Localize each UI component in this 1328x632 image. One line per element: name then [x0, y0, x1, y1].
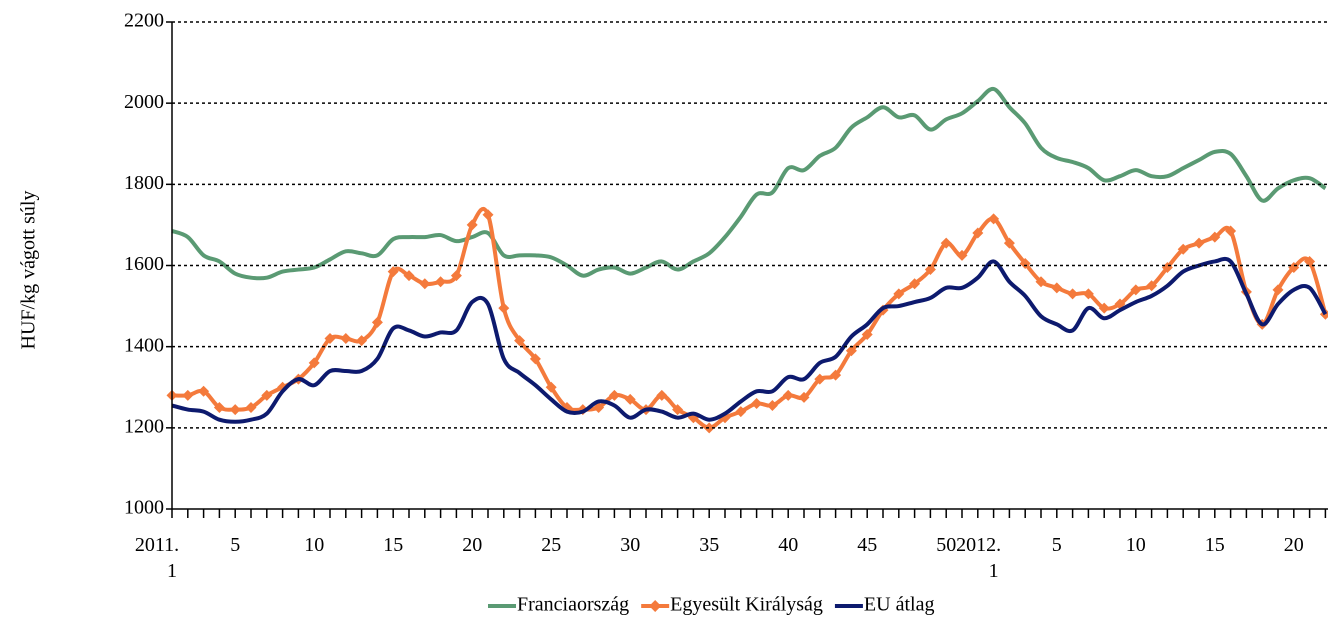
point-marker	[1304, 255, 1316, 267]
point-marker	[814, 373, 826, 385]
point-marker	[498, 302, 510, 314]
point-marker	[893, 288, 905, 300]
x-tick-label: 30	[620, 534, 640, 556]
y-axis-label: HUF/kg vágott súly	[18, 191, 40, 350]
point-marker	[229, 404, 241, 416]
legend-label: Franciaország	[517, 594, 629, 616]
point-marker	[751, 397, 763, 409]
point-marker	[940, 237, 952, 249]
y-tick-label: 1600	[124, 253, 164, 275]
point-marker	[909, 278, 921, 290]
legend-label: Egyesült Királyság	[670, 594, 823, 616]
point-marker	[798, 391, 810, 403]
point-marker	[308, 357, 320, 369]
y-tick-label: 1000	[124, 497, 164, 519]
point-marker	[482, 209, 494, 221]
y-tick-label: 1200	[124, 415, 164, 437]
x-tick-label: 15	[383, 534, 403, 556]
point-marker	[703, 422, 715, 434]
point-marker	[261, 389, 273, 401]
x-tick-label: 10	[1126, 534, 1146, 556]
point-marker	[1130, 284, 1142, 296]
point-marker	[198, 385, 210, 397]
point-marker	[356, 335, 368, 347]
point-marker	[845, 345, 857, 357]
point-marker	[1272, 284, 1284, 296]
y-tick-label: 2200	[124, 10, 164, 32]
point-marker	[1209, 231, 1221, 243]
series-line	[171, 86, 1327, 281]
y-tick-label: 2000	[124, 91, 164, 113]
point-marker	[956, 249, 968, 261]
point-marker	[529, 353, 541, 365]
point-marker	[514, 335, 526, 347]
point-marker	[403, 270, 415, 282]
point-marker	[1019, 257, 1031, 269]
point-marker	[450, 270, 462, 282]
x-tick-label: 5	[230, 534, 240, 556]
point-marker	[1051, 282, 1063, 294]
point-marker	[1035, 276, 1047, 288]
point-marker	[182, 389, 194, 401]
point-marker	[972, 227, 984, 239]
x-tick-label: 20	[462, 534, 482, 556]
x-tick-label: 20	[1284, 534, 1304, 556]
point-marker	[1193, 237, 1205, 249]
point-marker	[988, 213, 1000, 225]
point-marker	[1098, 302, 1110, 314]
x-tick-label: 25	[541, 534, 561, 556]
point-marker	[672, 404, 684, 416]
point-marker	[435, 276, 447, 288]
point-marker	[608, 389, 620, 401]
point-marker	[766, 400, 778, 412]
point-marker	[656, 389, 668, 401]
x-tick-label: 15	[1205, 534, 1225, 556]
point-marker	[1146, 280, 1158, 292]
x-tick-label: 40	[778, 534, 798, 556]
y-tick-label: 1800	[124, 172, 164, 194]
plot-area	[166, 86, 1328, 434]
point-marker	[340, 333, 352, 345]
y-tick-label: 1400	[124, 334, 164, 356]
point-marker	[387, 266, 399, 278]
point-marker	[924, 264, 936, 276]
point-marker	[371, 316, 383, 328]
x-tick-label: 2011. 1	[135, 534, 179, 582]
point-marker	[419, 278, 431, 290]
point-marker	[466, 219, 478, 231]
point-marker	[545, 381, 557, 393]
point-marker	[1067, 288, 1079, 300]
point-marker	[1177, 243, 1189, 255]
point-marker	[245, 402, 257, 414]
point-marker	[861, 328, 873, 340]
point-marker	[1082, 288, 1094, 300]
x-tick-label: 10	[304, 534, 324, 556]
point-marker	[830, 369, 842, 381]
point-marker	[1003, 237, 1015, 249]
x-tick-label: 35	[699, 534, 719, 556]
x-tick-label: 45	[857, 534, 877, 556]
legend-marker	[649, 600, 662, 612]
point-marker	[213, 402, 225, 414]
x-tick-label: 2012. 1	[956, 534, 1001, 582]
point-marker	[624, 393, 636, 405]
point-marker	[324, 333, 336, 345]
point-marker	[735, 406, 747, 418]
x-tick-label: 50	[936, 534, 956, 556]
point-marker	[1225, 225, 1237, 237]
point-marker	[782, 389, 794, 401]
legend-label: EU átlag	[864, 594, 935, 616]
series-line	[171, 256, 1328, 424]
x-tick-label: 5	[1052, 534, 1062, 556]
